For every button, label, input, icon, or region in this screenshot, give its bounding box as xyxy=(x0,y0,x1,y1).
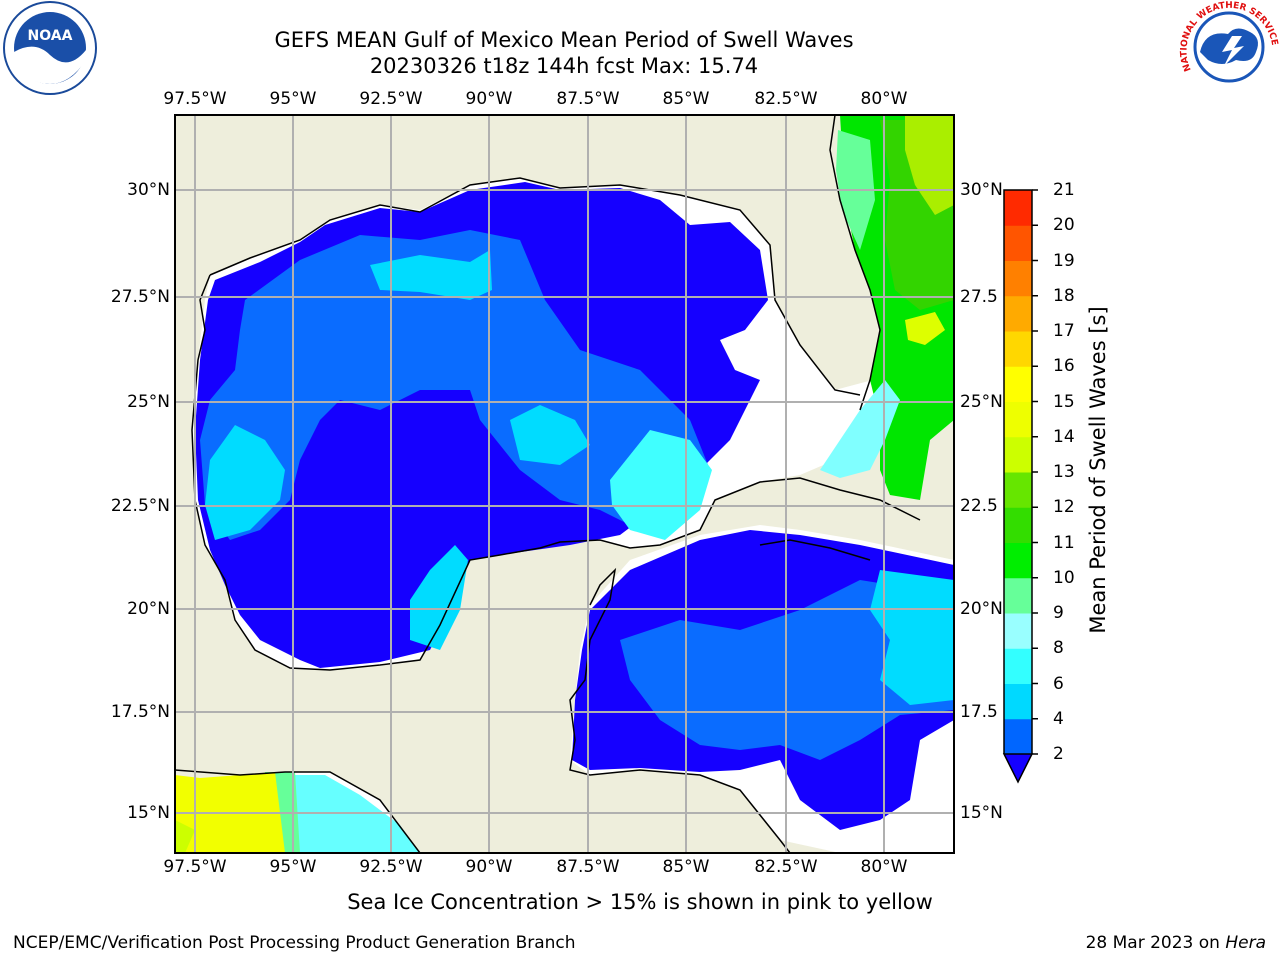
graticule xyxy=(175,115,954,853)
lon-label-bottom: 92.5°W xyxy=(359,857,423,877)
figure-title: GEFS MEAN Gulf of Mexico Mean Period of … xyxy=(274,28,854,52)
map-frame xyxy=(174,114,955,854)
colorbar-tick-label: 2 xyxy=(1053,744,1064,764)
colorbar xyxy=(1002,189,1038,784)
colorbar-tick-label: 18 xyxy=(1053,285,1075,306)
gulf-swell-2-4 xyxy=(200,230,710,540)
colorbar-segment xyxy=(1004,613,1032,649)
lon-label-bottom: 82.5°W xyxy=(754,857,818,877)
lat-label-right: 22.5 xyxy=(960,496,998,516)
lat-label-left: 15°N xyxy=(127,803,170,823)
colorbar-tick-label: 10 xyxy=(1053,567,1075,588)
lon-label-top: 80°W xyxy=(860,89,908,109)
colorbar-segment xyxy=(1004,542,1032,579)
colorbar-tick-label: 17 xyxy=(1053,321,1075,341)
lat-label-right: 20°N xyxy=(960,599,1003,619)
colorbar-tick-label: 13 xyxy=(1053,462,1075,482)
colorbar-tick-label: 20 xyxy=(1053,215,1075,236)
credit-text: NCEP/EMC/Verification Post Processing Pr… xyxy=(13,933,576,953)
pacific-swell-13-14 xyxy=(175,820,195,853)
colorbar-tick-label: 8 xyxy=(1053,638,1064,659)
colorbar-segment xyxy=(1004,190,1032,226)
lat-label-right: 17.5 xyxy=(960,702,998,722)
caribbean-swell-4-6 xyxy=(870,570,954,705)
colorbar-segment xyxy=(1004,331,1032,367)
colorbar-tick-label: 9 xyxy=(1053,603,1064,623)
lon-label-bottom: 90°W xyxy=(465,857,513,877)
colorbar-tick-label: 6 xyxy=(1053,673,1064,694)
figure-subtitle: 20230326 t18z 144h fcst Max: 15.74 xyxy=(369,54,759,78)
lon-label-bottom: 87.5°W xyxy=(556,857,620,877)
lon-label-top: 95°W xyxy=(269,89,317,109)
lat-label-left: 17.5°N xyxy=(110,702,170,722)
gulf-swell-4-6b xyxy=(205,425,285,540)
lon-label-top: 87.5°W xyxy=(556,89,620,109)
colorbar-tick-label: 21 xyxy=(1053,180,1075,200)
colorbar-segment xyxy=(1004,718,1032,755)
colorbar-segment xyxy=(1004,366,1032,402)
colorbar-tick-label: 19 xyxy=(1053,250,1075,271)
colorbar-tick-label: 12 xyxy=(1053,497,1075,518)
lat-label-right: 15°N xyxy=(960,803,1003,823)
date-text: 28 Mar 2023 on Hera xyxy=(1086,933,1266,953)
lat-label-right: 27.5 xyxy=(960,287,998,307)
lat-label-left: 30°N xyxy=(127,180,170,200)
lon-label-top: 92.5°W xyxy=(359,89,423,109)
lat-label-right: 25°N xyxy=(960,392,1003,412)
gulf-swell-4-6d xyxy=(410,545,468,650)
nws-logo: NATIONAL WEATHER SERVICE xyxy=(1179,0,1279,94)
colorbar-extend-arrow xyxy=(1002,753,1034,784)
lat-label-left: 25°N xyxy=(127,392,170,412)
colorbar-segment xyxy=(1004,260,1032,297)
lon-label-bottom: 85°W xyxy=(662,857,710,877)
lon-label-top: 82.5°W xyxy=(754,89,818,109)
gulf-swell-4-6c xyxy=(510,405,590,465)
sea-ice-note: Sea Ice Concentration > 15% is shown in … xyxy=(347,890,933,914)
colorbar-segment xyxy=(1004,507,1032,543)
colorbar-segment xyxy=(1004,683,1032,720)
noaa-logo: NOAA xyxy=(3,1,97,95)
lat-label-right: 30°N xyxy=(960,180,1003,200)
colorbar-segment xyxy=(1004,648,1032,684)
svg-text:NOAA: NOAA xyxy=(28,28,73,44)
atlantic-swell-13-14 xyxy=(905,312,945,345)
straits-swell-6-9 xyxy=(820,380,900,478)
lat-label-left: 22.5°N xyxy=(110,496,170,516)
colorbar-segment xyxy=(1004,472,1032,508)
lon-label-top: 90°W xyxy=(465,89,513,109)
colorbar-segment xyxy=(1004,577,1032,614)
colorbar-label: Mean Period of Swell Waves [s] xyxy=(1086,306,1110,634)
colorbar-tick-label: 14 xyxy=(1053,426,1075,447)
colorbar-segment xyxy=(1004,225,1032,261)
colorbar-segment xyxy=(1004,436,1032,473)
lon-label-top: 85°W xyxy=(662,89,710,109)
gulf-swell-4-6a xyxy=(370,250,492,300)
colorbar-segment xyxy=(1004,401,1032,438)
colorbar-segment xyxy=(1004,295,1032,332)
lon-label-bottom: 80°W xyxy=(860,857,908,877)
lon-label-bottom: 97.5°W xyxy=(163,857,227,877)
machine-name: Hera xyxy=(1225,933,1266,953)
lon-label-top: 97.5°W xyxy=(163,89,227,109)
date-value: 28 Mar 2023 on xyxy=(1085,933,1226,953)
colorbar-tick-label: 15 xyxy=(1053,391,1075,412)
lat-label-left: 27.5°N xyxy=(110,287,170,307)
lat-label-left: 20°N xyxy=(127,599,170,619)
colorbar-tick-label: 11 xyxy=(1053,532,1075,553)
colorbar-tick-label: 16 xyxy=(1053,356,1075,377)
colorbar-tick-label: 4 xyxy=(1053,708,1064,729)
lon-label-bottom: 95°W xyxy=(269,857,317,877)
